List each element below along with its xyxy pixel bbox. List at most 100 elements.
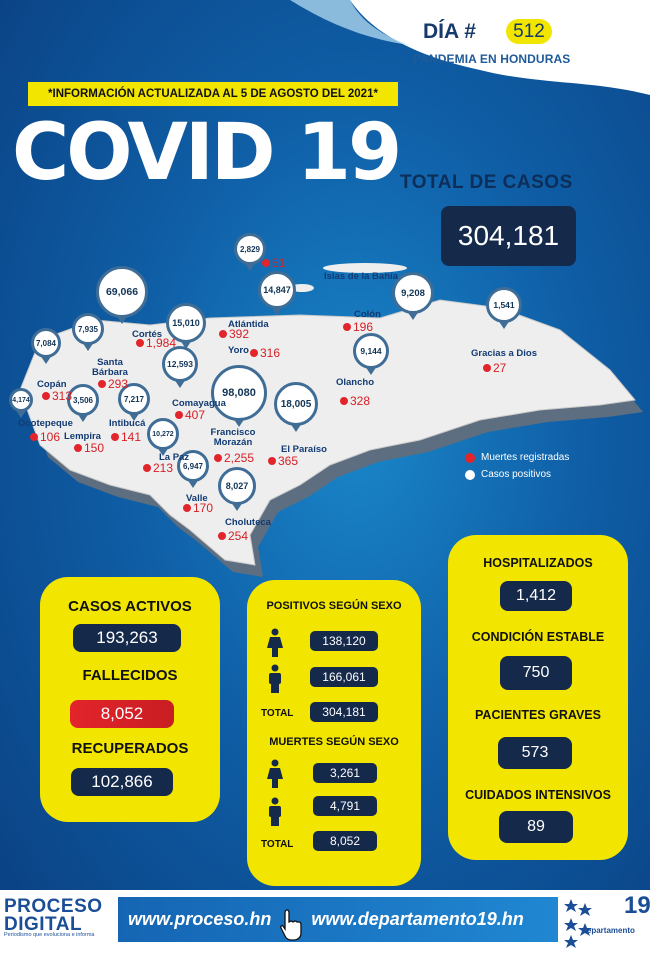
pin-atlantida: 15,010 [166, 303, 206, 343]
pin-santa-barbara: 7,935 [72, 313, 104, 345]
label-olancho: Olancho [336, 377, 375, 388]
label-gracias-dios: Gracias a Dios [471, 348, 538, 359]
deaths-legend-icon [465, 452, 475, 463]
label-copan: Copán [37, 379, 67, 390]
label-islas-bahia: Islas de la Bahía [324, 271, 398, 282]
female-icon [267, 628, 283, 657]
label-la-paz: La Paz [159, 452, 190, 463]
stable-condition-label: CONDICIÓN ESTABLE [471, 630, 605, 644]
label-choluteca: Choluteca [225, 517, 271, 528]
label-atlantida: Atlántida [228, 319, 269, 330]
departamento19-url-link[interactable]: www.departamento19.hn [311, 909, 524, 929]
hospitalized-value: 1,412 [500, 581, 572, 611]
deceased-label: FALLECIDOS [82, 667, 178, 684]
subtitle: PANDEMIA EN HONDURAS [413, 52, 571, 66]
pin-islas-bahia: 2,829 [234, 233, 266, 265]
positives-total-value: 304,181 [310, 702, 378, 722]
deaths-la-paz: 213 [143, 462, 173, 474]
intensive-care-value: 89 [499, 811, 573, 843]
deceased-value: 8,052 [70, 700, 174, 728]
deaths-colon: 196 [343, 321, 373, 333]
day-label: DÍA # [423, 20, 476, 43]
pin-el-paraiso: 18,005 [274, 382, 318, 426]
cursor-hand-icon [280, 908, 303, 941]
label-intibuca: Intibucá [109, 418, 146, 429]
deaths-lempira: 150 [74, 442, 104, 454]
info-banner: *INFORMACIÓN ACTUALIZADA AL 5 DE AGOSTO … [28, 82, 398, 106]
logo-slogan: Periodismo que evoluciona e informa [4, 932, 95, 938]
deaths-copan: 313 [42, 390, 72, 402]
pin-yoro: 12,593 [162, 346, 198, 382]
page-title: COVID 19 [12, 108, 402, 198]
severe-patients-value: 573 [498, 737, 572, 769]
deaths-intibuca: 141 [111, 431, 141, 443]
label-ocotepeque: Ocotepeque [18, 418, 73, 429]
proceso-url-link[interactable]: www.proceso.hn [128, 909, 272, 929]
map-legend: Muertes registradas Casos positivos [465, 452, 569, 486]
pin-olancho: 9,144 [353, 333, 389, 369]
proceso-digital-logo[interactable]: PROCESO DIGITAL [4, 896, 103, 935]
logo-line-2: DIGITAL [4, 914, 83, 935]
pin-la-paz: 10,272 [147, 418, 179, 450]
deaths-el-paraiso: 365 [268, 455, 298, 467]
pin-extra: 14,847 [258, 271, 296, 309]
day-number-badge: 512 [506, 19, 552, 44]
deaths-male-value: 4,791 [313, 796, 377, 816]
active-cases-label: CASOS ACTIVOS [68, 598, 192, 615]
deaths-comayagua: 407 [175, 409, 205, 421]
header-wave [290, 0, 650, 95]
label-yoro: Yoro [228, 345, 249, 356]
stable-condition-value: 750 [500, 656, 572, 690]
deaths-valle: 170 [183, 502, 213, 514]
deaths-gracias-dios: 27 [483, 362, 506, 374]
pin-cortes: 69,066 [96, 266, 148, 318]
deaths-francisco-morazan: 2,255 [214, 452, 254, 464]
label-cortes: Cortés [132, 329, 163, 340]
pin-gracias-dios: 1,541 [486, 287, 522, 323]
deaths-yoro: 316 [250, 347, 280, 359]
departamento19-logo [564, 899, 592, 948]
pin-choluteca: 8,027 [218, 467, 256, 505]
label-lempira: Lempira [64, 431, 101, 442]
hospitalized-label: HOSPITALIZADOS [483, 556, 593, 570]
pin-copan: 7,084 [31, 328, 61, 358]
departamento19-number: 19 [624, 892, 650, 919]
deaths-total-value: 8,052 [313, 831, 377, 851]
pin-valle: 6,947 [177, 450, 209, 482]
deaths-islas-bahia: 51 [262, 257, 285, 269]
label-santa-barbara: Santa Bárbara [92, 357, 128, 378]
positives-total-label: TOTAL [261, 708, 294, 719]
active-cases-value: 193,263 [73, 624, 181, 652]
intensive-care-label: CUIDADOS INTENSIVOS [465, 788, 611, 802]
legend-deaths: Muertes registradas [481, 452, 570, 463]
label-colon: Colón [354, 309, 381, 320]
url-bar: www.proceso.hn www.departamento19.hn [118, 897, 558, 942]
deaths-santa-barbara: 293 [98, 378, 128, 390]
deaths-ocotepeque: 106 [30, 431, 60, 443]
label-francisco-morazan: Francisco Morazán [210, 427, 256, 448]
female-icon [267, 759, 283, 788]
male-icon [269, 664, 281, 693]
pin-francisco-morazan: 98,080 [211, 365, 267, 421]
deaths-total-label: TOTAL [261, 839, 294, 850]
total-cases-value: 304,181 [441, 206, 576, 266]
severe-patients-label: PACIENTES GRAVES [475, 708, 601, 722]
deaths-female-value: 3,261 [313, 763, 377, 783]
departamento19-text: departamento [582, 926, 635, 935]
positives-male-value: 166,061 [310, 667, 378, 687]
logo-line-1: PROCESO [4, 896, 103, 917]
deaths-olancho: 328 [340, 395, 370, 407]
deaths-by-sex-title: MUERTES SEGÚN SEXO [269, 736, 399, 748]
recovered-label: RECUPERADOS [71, 740, 189, 757]
deaths-choluteca: 254 [218, 530, 248, 542]
pin-colon: 9,208 [392, 272, 434, 314]
pin-ocotepeque: 4,174 [9, 388, 33, 412]
label-el-paraiso: El Paraíso [281, 444, 327, 455]
male-icon [269, 797, 281, 826]
positives-by-sex-title: POSITIVOS SEGÚN SEXO [266, 600, 402, 612]
label-valle: Valle [186, 493, 208, 504]
total-cases-label: TOTAL DE CASOS [400, 172, 573, 193]
positives-legend-icon [465, 469, 475, 480]
legend-positives: Casos positivos [481, 469, 552, 480]
